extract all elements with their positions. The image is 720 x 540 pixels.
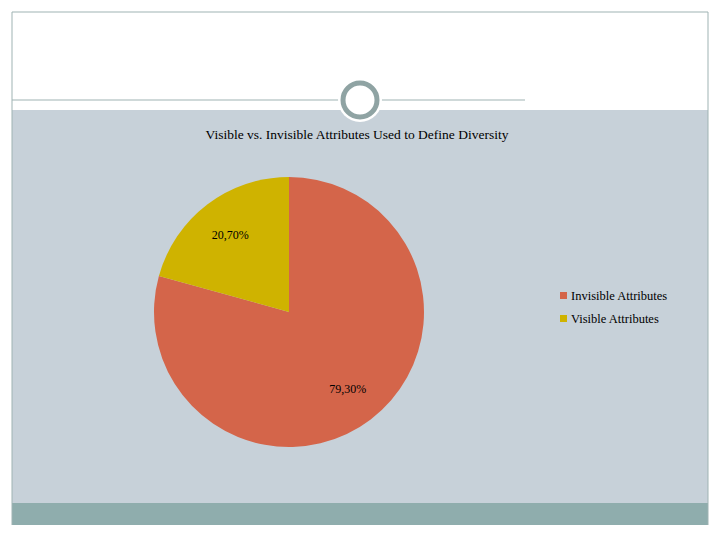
legend-swatch <box>560 315 567 322</box>
frame-left <box>12 12 13 525</box>
frame-right <box>708 12 709 525</box>
header-rule-left <box>12 100 340 101</box>
pie-slice <box>154 177 424 447</box>
header-ring-bg <box>338 78 382 122</box>
legend-label: Visible Attributes <box>571 312 659 326</box>
legend-swatch <box>560 292 567 299</box>
header-rule-right <box>380 100 525 101</box>
pie <box>154 177 424 447</box>
data-label: 20,70% <box>212 228 249 242</box>
footer-bar <box>12 503 708 525</box>
background <box>0 0 720 540</box>
content-panel <box>12 110 708 503</box>
frame-top <box>12 12 708 13</box>
pie-slice <box>159 177 289 312</box>
data-label: 79,30% <box>329 382 366 396</box>
chart-title: Visible vs. Invisible Attributes Used to… <box>206 127 509 142</box>
legend-label: Invisible Attributes <box>571 289 667 303</box>
header-ring <box>343 83 377 117</box>
slide: Visible vs. Invisible Attributes Used to… <box>0 0 720 540</box>
